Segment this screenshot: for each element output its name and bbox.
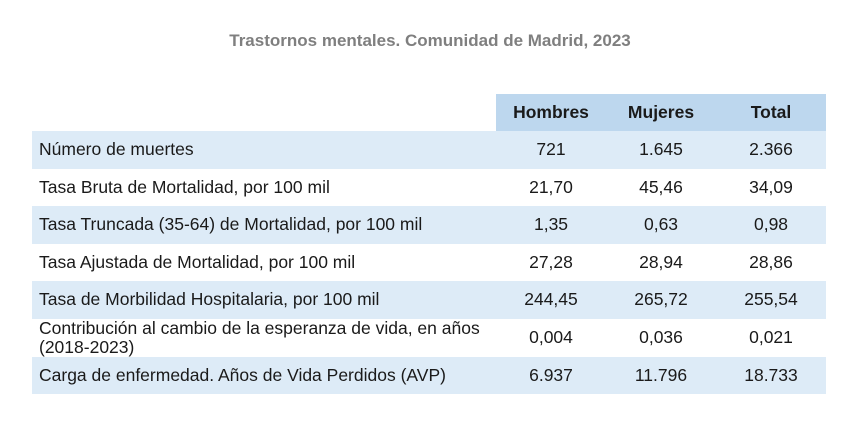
table-row: Contribución al cambio de la esperanza d… <box>32 318 826 357</box>
table-row: Número de muertes 721 1.645 2.366 <box>32 131 826 169</box>
header-hombres: Hombres <box>496 94 606 131</box>
header-total: Total <box>716 94 826 131</box>
row-label: Número de muertes <box>32 131 496 169</box>
table-row: Tasa Ajustada de Mortalidad, por 100 mil… <box>32 243 826 281</box>
cell-hombres: 244,45 <box>496 281 606 319</box>
cell-total: 0,021 <box>716 318 826 357</box>
row-label: Tasa Bruta de Mortalidad, por 100 mil <box>32 168 496 206</box>
header-blank-cell <box>32 94 496 131</box>
cell-total: 0,98 <box>716 206 826 244</box>
row-label: Tasa de Morbilidad Hospitalaria, por 100… <box>32 281 496 319</box>
cell-total: 34,09 <box>716 168 826 206</box>
cell-hombres: 721 <box>496 131 606 169</box>
indicators-table: Hombres Mujeres Total Número de muertes … <box>32 94 826 394</box>
cell-mujeres: 11.796 <box>606 356 716 394</box>
cell-hombres: 0,004 <box>496 318 606 357</box>
table-row: Tasa Bruta de Mortalidad, por 100 mil 21… <box>32 168 826 206</box>
cell-mujeres: 1.645 <box>606 131 716 169</box>
table-row: Carga de enfermedad. Años de Vida Perdid… <box>32 356 826 394</box>
row-label: Carga de enfermedad. Años de Vida Perdid… <box>32 356 496 394</box>
header-mujeres: Mujeres <box>606 94 716 131</box>
cell-hombres: 21,70 <box>496 168 606 206</box>
cell-total: 255,54 <box>716 281 826 319</box>
row-label: Tasa Truncada (35-64) de Mortalidad, por… <box>32 206 496 244</box>
cell-total: 18.733 <box>716 356 826 394</box>
cell-hombres: 1,35 <box>496 206 606 244</box>
cell-hombres: 6.937 <box>496 356 606 394</box>
row-label: Contribución al cambio de la esperanza d… <box>32 318 496 357</box>
cell-total: 2.366 <box>716 131 826 169</box>
table-row: Tasa Truncada (35-64) de Mortalidad, por… <box>32 206 826 244</box>
table-header-row: Hombres Mujeres Total <box>32 94 826 131</box>
row-label: Tasa Ajustada de Mortalidad, por 100 mil <box>32 243 496 281</box>
cell-mujeres: 265,72 <box>606 281 716 319</box>
cell-hombres: 27,28 <box>496 243 606 281</box>
page-title: Trastornos mentales. Comunidad de Madrid… <box>229 31 631 50</box>
cell-mujeres: 28,94 <box>606 243 716 281</box>
cell-mujeres: 0,63 <box>606 206 716 244</box>
table-row: Tasa de Morbilidad Hospitalaria, por 100… <box>32 281 826 319</box>
cell-mujeres: 45,46 <box>606 168 716 206</box>
cell-total: 28,86 <box>716 243 826 281</box>
cell-mujeres: 0,036 <box>606 318 716 357</box>
